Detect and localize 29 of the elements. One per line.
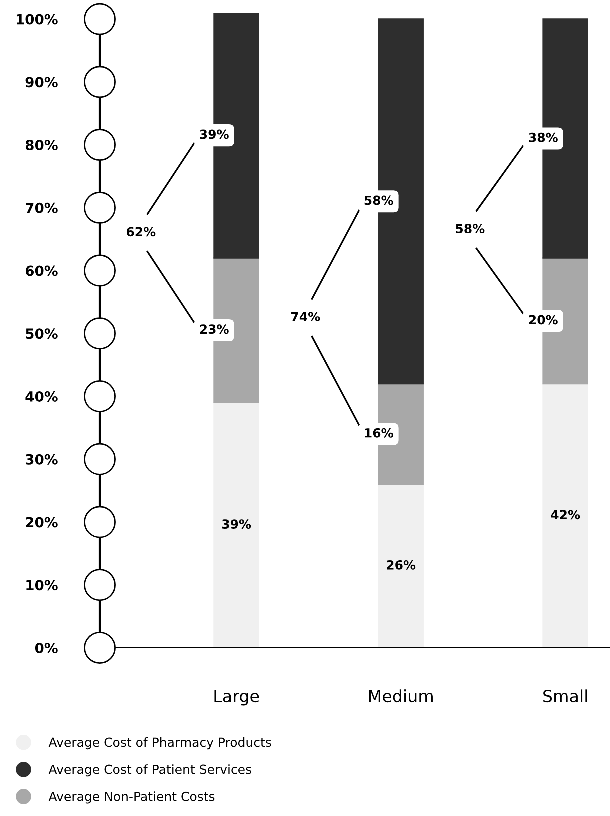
legend-label: Average Cost of Patient Services [48, 764, 252, 777]
y-tick-label: 10% [26, 580, 58, 591]
data-label: 38% [529, 132, 558, 142]
legend-label: Average Non-Patient Costs [48, 792, 215, 804]
data-label: 39% [200, 130, 229, 140]
annotation: 62% [126, 227, 156, 237]
data-label: 58% [364, 196, 394, 206]
data-label: 16% [365, 428, 394, 438]
y-tick-label: 40% [26, 391, 58, 402]
y-tick-label: 90% [26, 77, 58, 88]
x-tick-label: Medium [369, 690, 433, 703]
y-tick-label: 70% [26, 202, 58, 214]
y-tick-label: 100% [16, 14, 58, 25]
x-tick-label: Small [544, 690, 588, 703]
y-tick-label: 20% [26, 517, 58, 528]
data-label: 42% [551, 510, 580, 520]
x-tick-label: Large [214, 690, 260, 706]
annotation: 74% [292, 312, 320, 322]
y-tick-label: 50% [26, 328, 58, 340]
y-tick-label: 30% [26, 454, 58, 465]
y-tick-label: 0% [35, 642, 58, 654]
data-label: 23% [200, 324, 229, 334]
annotation: 58% [456, 224, 485, 234]
data-label: 26% [387, 560, 416, 570]
y-tick-label: 60% [26, 266, 58, 276]
data-label: 39% [222, 520, 252, 530]
y-tick-label: 80% [26, 140, 58, 151]
data-label: 20% [529, 315, 558, 325]
legend-label: Average Cost of Pharmacy Products [48, 737, 272, 750]
